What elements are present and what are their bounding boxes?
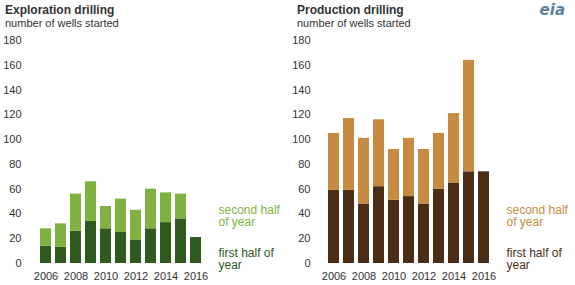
svg-text:180: 180	[292, 34, 310, 46]
html-text:eia: eia	[539, 1, 565, 19]
svg-text:100: 100	[3, 133, 21, 145]
svg-text:60: 60	[298, 183, 310, 195]
svg-text:2012: 2012	[412, 270, 436, 282]
html-text:Exploration drilling: Exploration drilling	[5, 3, 115, 17]
svg-text:40: 40	[298, 207, 310, 219]
svg-text:2008: 2008	[352, 270, 376, 282]
svg-text:2012: 2012	[124, 270, 148, 282]
svg-text:first half ofyear: first half ofyear	[219, 246, 275, 272]
svg-text:140: 140	[3, 84, 21, 96]
svg-text:2014: 2014	[154, 270, 178, 282]
svg-text:80: 80	[9, 158, 21, 170]
svg-text:120: 120	[292, 108, 310, 120]
svg-text:second halfof year: second halfof year	[219, 203, 281, 229]
svg-text:20: 20	[9, 232, 21, 244]
svg-text:2006: 2006	[322, 270, 346, 282]
svg-text:20: 20	[298, 232, 310, 244]
svg-text:0: 0	[304, 257, 310, 269]
html-text:number of wells started: number of wells started	[297, 17, 411, 29]
svg-text:140: 140	[292, 84, 310, 96]
html-text:number of wells started: number of wells started	[5, 17, 119, 29]
svg-text:second halfof year: second halfof year	[507, 203, 569, 229]
svg-text:180: 180	[3, 34, 21, 46]
svg-text:2006: 2006	[34, 270, 58, 282]
svg-text:first half ofyear: first half ofyear	[507, 246, 563, 272]
svg-text:2016: 2016	[184, 270, 208, 282]
svg-text:0: 0	[15, 257, 21, 269]
svg-text:120: 120	[3, 108, 21, 120]
svg-text:2010: 2010	[382, 270, 406, 282]
svg-text:160: 160	[292, 59, 310, 71]
html-text:Production drilling: Production drilling	[297, 3, 404, 17]
svg-text:160: 160	[3, 59, 21, 71]
svg-text:2014: 2014	[442, 270, 466, 282]
svg-text:2016: 2016	[472, 270, 496, 282]
svg-text:2008: 2008	[64, 270, 88, 282]
svg-text:100: 100	[292, 133, 310, 145]
svg-text:80: 80	[298, 158, 310, 170]
svg-text:40: 40	[9, 207, 21, 219]
svg-text:2010: 2010	[94, 270, 118, 282]
svg-text:60: 60	[9, 183, 21, 195]
